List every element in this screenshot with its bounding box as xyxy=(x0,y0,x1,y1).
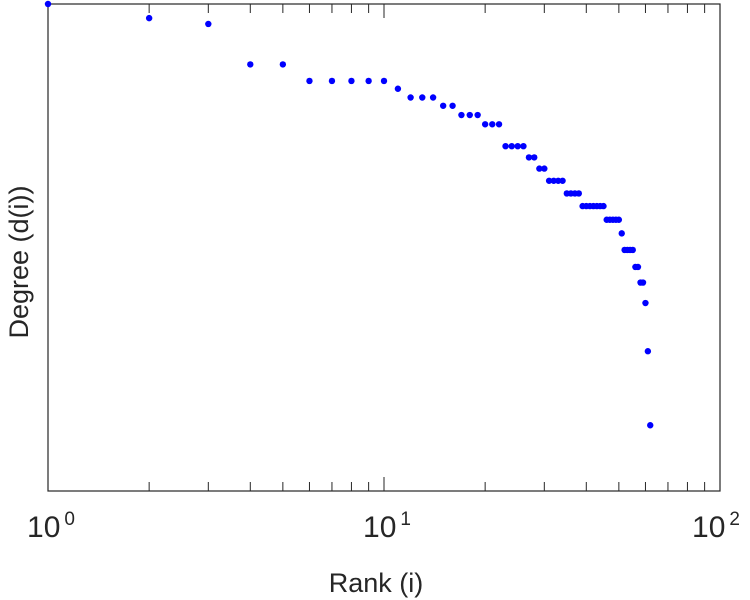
data-point xyxy=(502,143,509,150)
data-point xyxy=(642,299,649,307)
data-point xyxy=(531,154,538,161)
data-point xyxy=(407,94,414,101)
data-point xyxy=(429,94,437,101)
data-point xyxy=(508,143,515,150)
data-point xyxy=(328,77,336,85)
x-tick-label: 10 0 xyxy=(27,509,75,544)
data-point xyxy=(575,190,583,197)
data-point xyxy=(495,121,503,128)
data-point xyxy=(474,111,481,119)
data-point xyxy=(615,216,623,223)
data-point xyxy=(145,14,153,22)
data-point xyxy=(279,61,287,68)
data-point xyxy=(520,143,527,150)
data-point xyxy=(466,111,473,119)
plot-area xyxy=(48,4,720,491)
data-point xyxy=(439,102,447,109)
data-point xyxy=(618,230,625,237)
data-point xyxy=(559,177,566,184)
x-tick-labels: 10 0 10 1 10 2 xyxy=(27,509,740,544)
data-point xyxy=(541,165,548,172)
data-point xyxy=(644,348,652,355)
data-point xyxy=(545,177,553,184)
data-point xyxy=(458,111,465,119)
x-tick-label: 10 2 xyxy=(692,509,740,544)
x-axis-label: Rank (i) xyxy=(329,568,424,598)
plot-frame xyxy=(47,3,721,492)
data-point xyxy=(205,20,212,28)
data-point xyxy=(629,246,636,254)
data-point xyxy=(247,61,254,68)
data-point xyxy=(306,77,313,85)
data-point xyxy=(489,121,496,128)
data-point xyxy=(481,121,489,128)
data-point xyxy=(639,279,647,286)
data-point xyxy=(525,154,533,161)
data-points xyxy=(44,0,654,429)
data-point xyxy=(419,94,426,101)
data-point xyxy=(514,143,521,150)
data-point xyxy=(634,263,642,271)
x-tick-label: 10 1 xyxy=(363,509,411,544)
data-point xyxy=(647,422,654,429)
data-point xyxy=(394,85,402,92)
data-point xyxy=(365,77,372,85)
data-point xyxy=(449,102,456,109)
data-point xyxy=(348,77,355,85)
y-axis-label: Degree (d(i)) xyxy=(4,185,34,338)
data-point xyxy=(536,165,543,172)
data-point xyxy=(44,0,52,8)
data-point xyxy=(380,77,388,85)
data-point xyxy=(600,202,607,210)
data-point xyxy=(550,177,557,184)
axis-ticks xyxy=(148,4,706,491)
